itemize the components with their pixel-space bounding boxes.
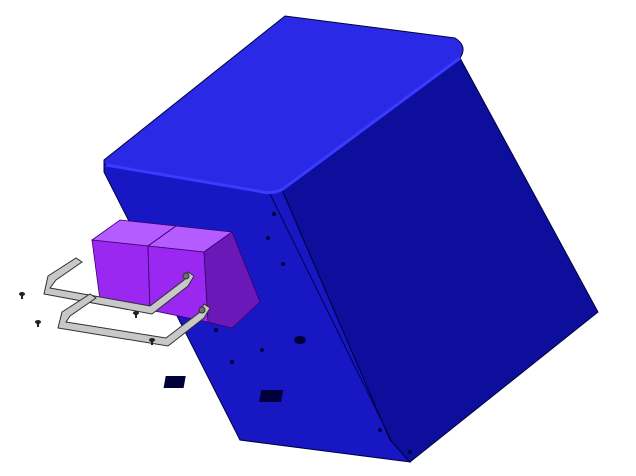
screw (133, 311, 139, 318)
enclosure-edge-highlight (105, 56, 461, 195)
enclosure-front-edge-line (269, 193, 393, 443)
front-cutout-upper (163, 376, 186, 388)
mounting-holes (214, 212, 412, 454)
screw (35, 320, 41, 327)
bracket-lower (57, 293, 211, 347)
screws (19, 292, 155, 345)
screw (19, 292, 25, 299)
front-oval-hole (294, 336, 306, 344)
screw (149, 338, 155, 345)
front-cutout-lower (259, 390, 284, 402)
